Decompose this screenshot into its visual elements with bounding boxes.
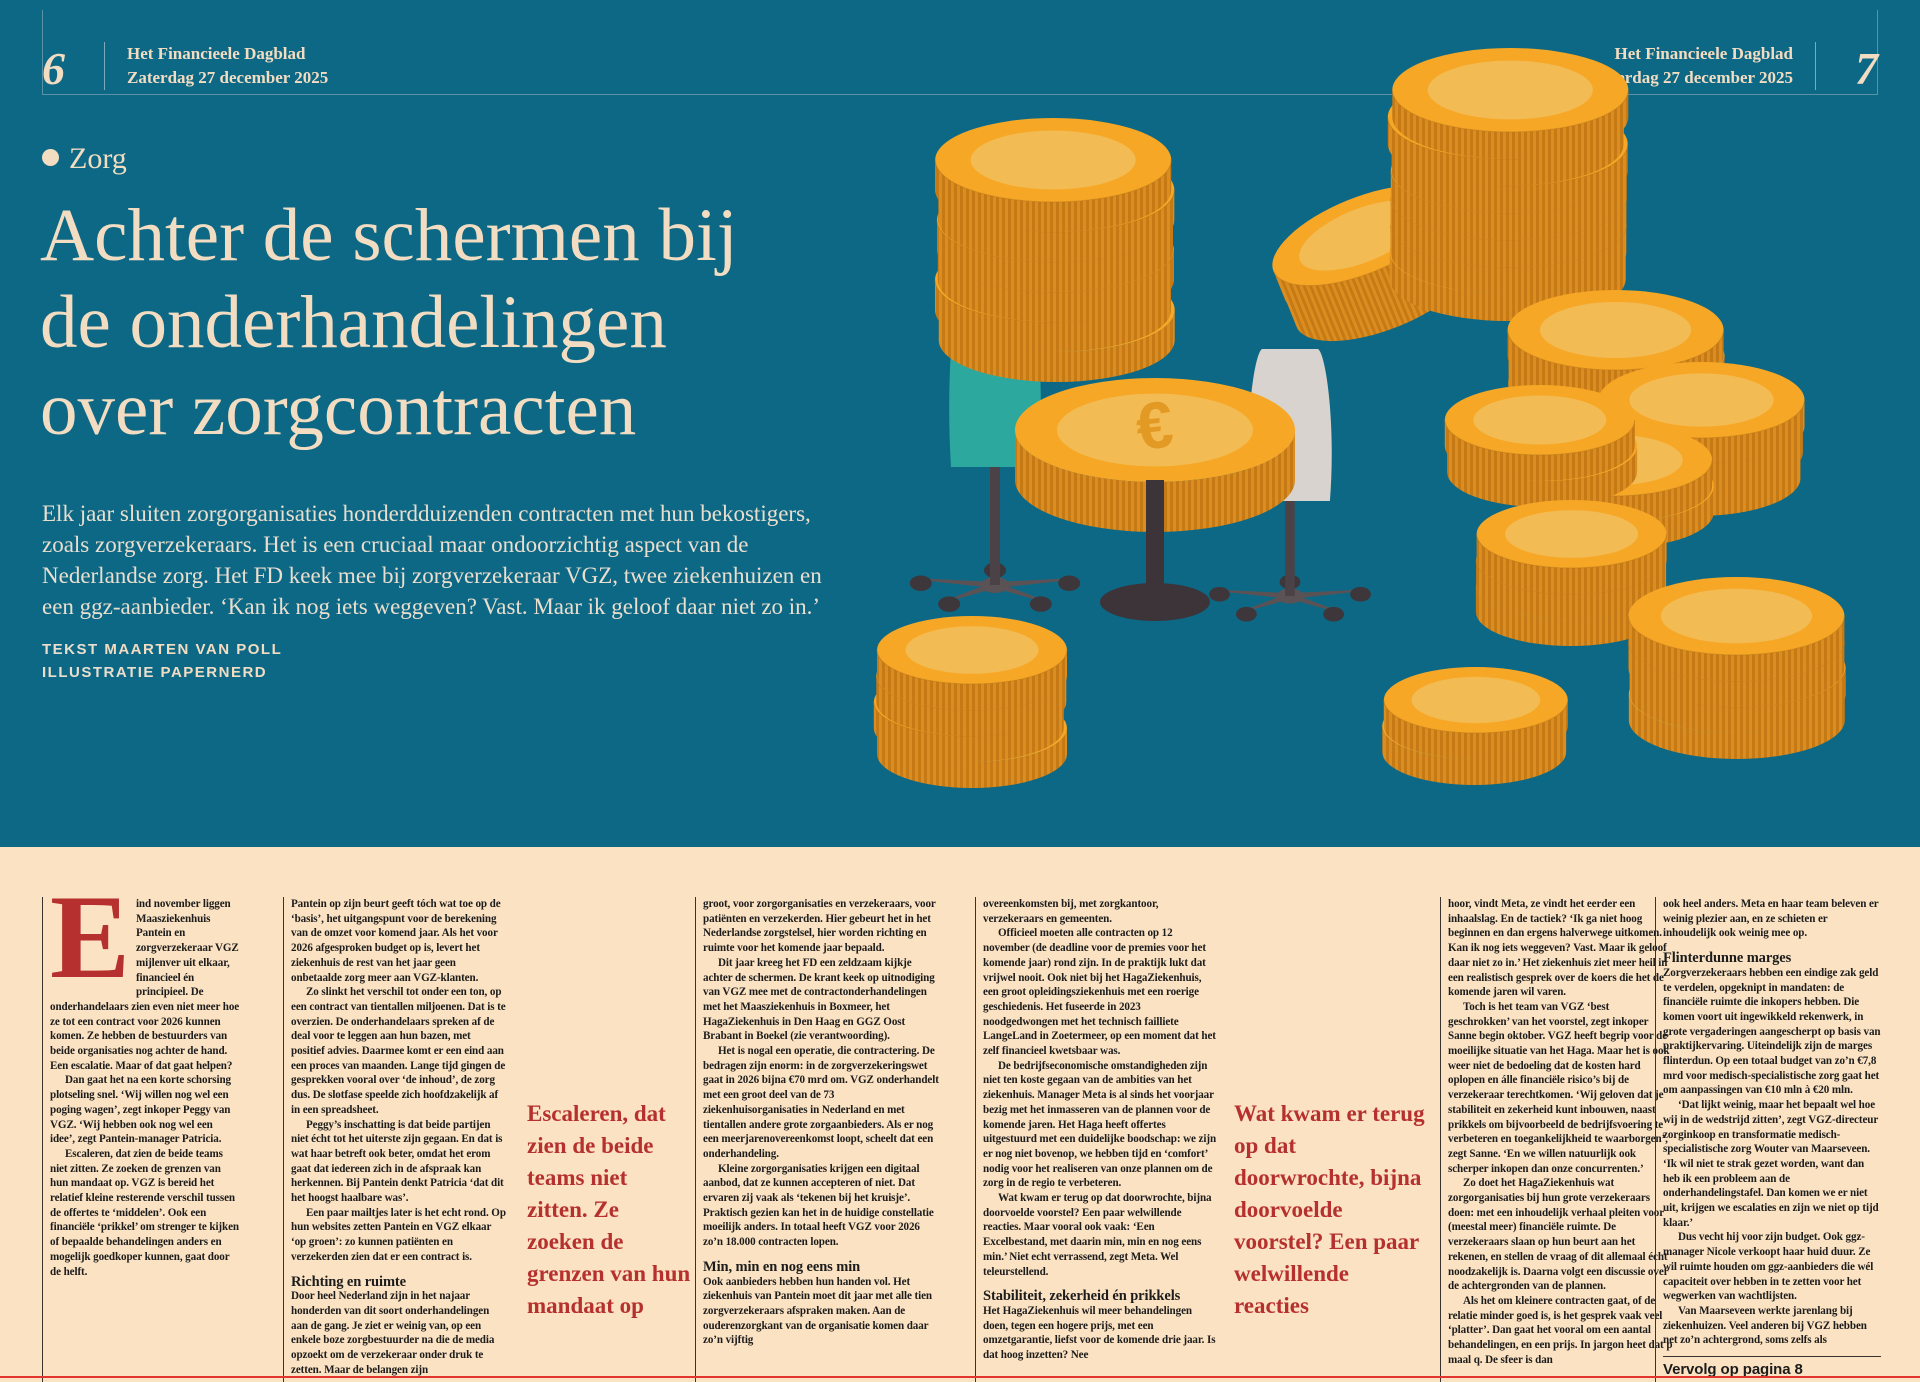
svg-text:€: €	[1132, 386, 1176, 463]
